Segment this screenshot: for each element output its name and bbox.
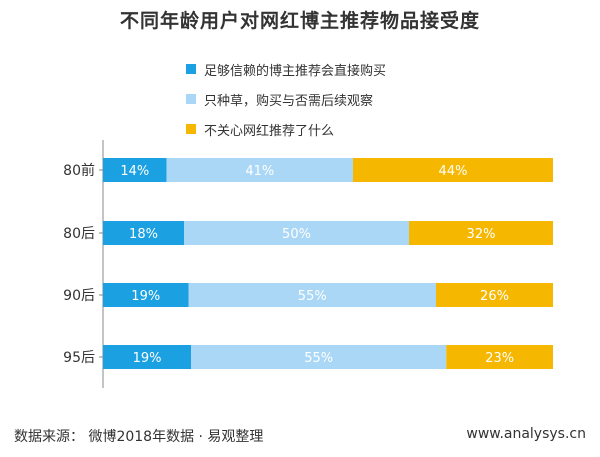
legend-item-not-care: 不关心网红推荐了什么 bbox=[186, 122, 386, 139]
bar-segment bbox=[409, 221, 553, 245]
bar-segment bbox=[103, 158, 167, 182]
bar-segment bbox=[188, 283, 436, 307]
chart-title: 不同年龄用户对网红博主推荐物品接受度 bbox=[119, 10, 480, 32]
legend-item-direct-buy: 足够信赖的博主推荐会直接购买 bbox=[186, 62, 387, 79]
data-label: 19% bbox=[131, 289, 160, 304]
data-label: 26% bbox=[480, 289, 509, 304]
footer-url: www.analysys.cn bbox=[466, 426, 586, 442]
legend-swatch-direct-buy bbox=[186, 64, 196, 74]
data-label: 55% bbox=[304, 351, 333, 366]
bar-segment bbox=[103, 221, 184, 245]
data-label: 55% bbox=[298, 289, 327, 304]
footer-source: 数据来源： 微博2018年数据 · 易观整理 bbox=[14, 429, 264, 445]
bar-segment bbox=[103, 345, 192, 369]
legend-swatch-observe bbox=[186, 94, 196, 104]
data-label: 14% bbox=[120, 164, 149, 179]
legend-label-not-care: 不关心网红推荐了什么 bbox=[204, 123, 335, 139]
data-label: 41% bbox=[245, 164, 274, 179]
legend: 足够信赖的博主推荐会直接购买 只种草，购买与否需后续观察 不关心网红推荐了什么 bbox=[186, 62, 386, 152]
legend-label-observe: 只种草，购买与否需后续观察 bbox=[204, 93, 374, 109]
bar-segment bbox=[353, 158, 553, 182]
data-label: 19% bbox=[133, 351, 162, 366]
category-label: 90后 bbox=[63, 288, 95, 304]
category-label: 95后 bbox=[63, 350, 95, 366]
bar-segment bbox=[103, 283, 189, 307]
bar-segment bbox=[166, 158, 353, 182]
data-label: 32% bbox=[467, 227, 496, 242]
data-label: 23% bbox=[485, 351, 514, 366]
legend-item-observe: 只种草，购买与否需后续观察 bbox=[186, 92, 386, 109]
data-label: 50% bbox=[282, 227, 311, 242]
bar-segment bbox=[446, 345, 553, 369]
bar-segment bbox=[436, 283, 553, 307]
legend-label-direct-buy: 足够信赖的博主推荐会直接购买 bbox=[204, 63, 387, 79]
bar-segment bbox=[191, 345, 447, 369]
data-label: 18% bbox=[129, 227, 158, 242]
data-label: 44% bbox=[439, 164, 468, 179]
category-label: 80后 bbox=[63, 226, 95, 242]
category-label: 80前 bbox=[63, 162, 95, 179]
legend-swatch-not-care bbox=[186, 124, 196, 134]
bar-segment bbox=[184, 221, 409, 245]
